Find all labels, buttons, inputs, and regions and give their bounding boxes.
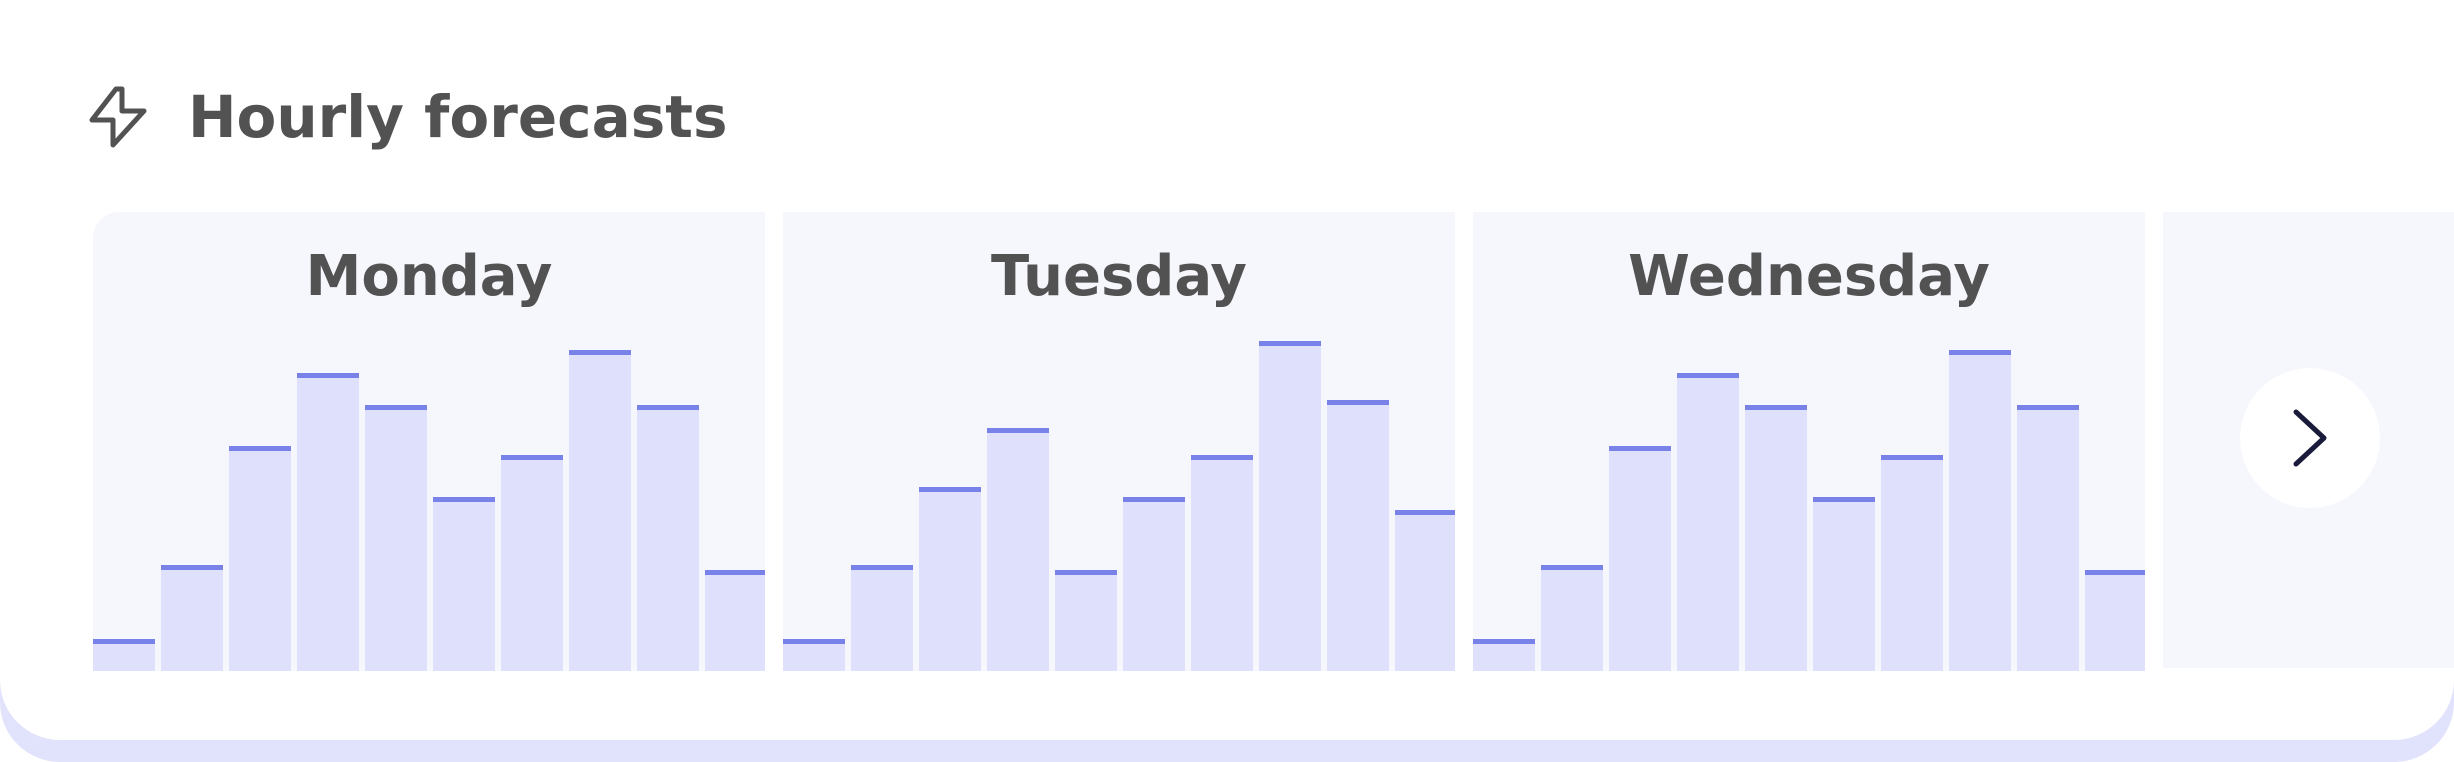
lightning-bolt-icon [89,86,147,148]
day-title: Tuesday [991,244,1247,309]
bar [1395,510,1455,671]
bar [1677,373,1739,671]
bar [1541,565,1603,671]
bar [365,405,427,671]
bar [93,639,155,671]
bar [569,350,631,671]
section-title: Hourly forecasts [188,83,728,151]
bar [919,487,981,671]
bar [1881,455,1943,671]
bar [1055,570,1117,671]
day-title: Wednesday [1628,244,1990,309]
bar [987,428,1049,671]
bar [161,565,223,671]
section-header: Hourly forecasts [88,82,727,152]
bar [1123,497,1185,671]
bar [297,373,359,671]
bar [705,570,765,671]
bar [1259,341,1321,671]
bar [1473,639,1535,671]
bar [1191,455,1253,671]
bar [783,639,845,671]
bar [229,446,291,671]
chevron-right-icon [2293,409,2327,467]
bar [2085,570,2145,671]
bar [2017,405,2079,671]
bar-chart [1473,212,2145,671]
bar [433,497,495,671]
bar [501,455,563,671]
day-panel-monday: Monday [93,212,765,671]
bar [1813,497,1875,671]
bar [1745,405,1807,671]
bar [1609,446,1671,671]
bar-chart [93,212,765,671]
forecast-card: Hourly forecasts Monday Tuesday Wednesda… [88,82,2380,671]
bar [637,405,699,671]
day-panel-tuesday: Tuesday [783,212,1455,671]
bar [851,565,913,671]
bar [1327,400,1389,671]
day-panel-wednesday: Wednesday [1473,212,2145,671]
next-button[interactable] [2240,368,2380,508]
bar [1949,350,2011,671]
bar-chart [783,212,1455,671]
day-title: Monday [305,244,553,309]
